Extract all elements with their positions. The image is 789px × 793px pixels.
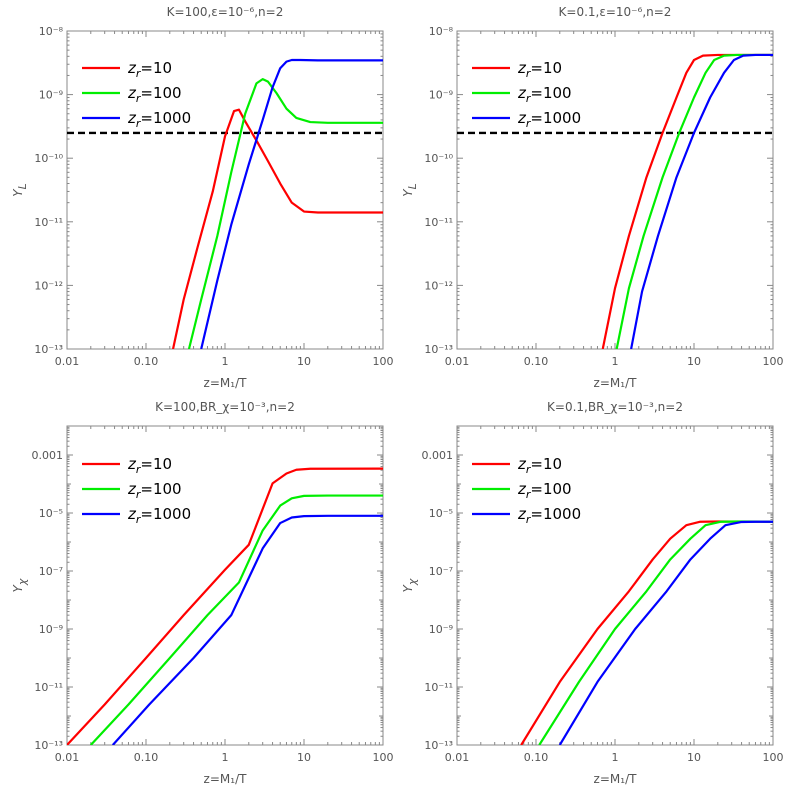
series-line-z-r-1000	[558, 520, 773, 745]
x-tick-label: 1	[222, 751, 229, 764]
chart-title: K=100,ε=10⁻⁶,n=2	[167, 5, 284, 19]
y-tick-label: 0.001	[422, 449, 454, 462]
series-line-z-r-100	[89, 494, 383, 745]
y-axis-label: Yχ	[401, 578, 419, 592]
plot-frame	[456, 425, 774, 746]
x-axis-label: z=M₁/T	[204, 772, 248, 786]
legend-label: zr=1000	[517, 109, 581, 130]
y-tick-label: 10⁻⁹	[39, 89, 63, 102]
y-tick-label: 10⁻⁹	[429, 623, 453, 636]
y-tick-label: 10⁻¹²	[34, 279, 63, 292]
legend-label: zr=100	[517, 84, 572, 105]
x-tick-label: 10	[687, 355, 701, 368]
x-tick-label: 100	[763, 751, 784, 764]
legend-label: zr=10	[517, 455, 562, 476]
y-tick-label: 10⁻¹³	[34, 739, 63, 752]
x-axis-label: z=M₁/T	[594, 772, 638, 786]
chart-title: K=0.1,ε=10⁻⁶,n=2	[559, 5, 672, 19]
chart-panel-2: 0.01 0.10 1 10 100 10⁻¹³ 10⁻¹² 10⁻¹¹ 10⁻¹⁰ 10⁻⁹ 10…	[401, 5, 784, 390]
y-axis-label: YL	[401, 183, 419, 196]
x-tick-label: 100	[763, 355, 784, 368]
y-tick-label: 10⁻⁸	[429, 25, 454, 38]
x-tick-label: 0.10	[524, 751, 549, 764]
x-tick-label: 10	[687, 751, 701, 764]
y-tick-label: 10⁻¹¹	[424, 681, 453, 694]
y-tick-label: 10⁻¹³	[34, 343, 63, 356]
y-tick-label: 10⁻¹¹	[34, 681, 63, 694]
x-axis-label: z=M₁/T	[204, 376, 248, 390]
plot-frame	[66, 425, 384, 746]
y-tick-label: 10⁻¹³	[424, 739, 453, 752]
series-line-z-r-100	[538, 520, 773, 745]
x-tick-label: 0.01	[55, 751, 80, 764]
chart-title: K=100,BR_χ=10⁻³,n=2	[155, 400, 295, 414]
y-tick-label: 10⁻⁵	[429, 507, 453, 520]
chart-panel-4: 0.01 0.10 1 10 100 10⁻¹³ 10⁻¹¹ 10⁻⁹ 10⁻⁷ 10⁻⁵ 0.00…	[401, 400, 784, 786]
x-tick-label: 0.10	[134, 355, 159, 368]
x-tick-label: 0.10	[134, 751, 159, 764]
legend-label: zr=10	[127, 59, 172, 80]
x-tick-label: 1	[612, 355, 619, 368]
x-axis-label: z=M₁/T	[594, 376, 638, 390]
y-tick-label: 0.001	[32, 449, 64, 462]
y-tick-label: 10⁻¹⁰	[34, 152, 63, 165]
chart-panel-3: 0.01 0.10 1 10 100 10⁻¹³ 10⁻¹¹ 10⁻⁹ 10⁻⁷ 10⁻⁵ 0.00…	[11, 400, 394, 786]
y-tick-label: 10⁻⁷	[429, 565, 453, 578]
series-line-z-r-100	[615, 53, 773, 349]
y-tick-label: 10⁻⁷	[39, 565, 63, 578]
series-line-z-r-10	[171, 108, 383, 349]
legend-label: zr=100	[127, 84, 182, 105]
x-tick-label: 0.10	[524, 355, 549, 368]
x-tick-label: 0.01	[55, 355, 80, 368]
series-line-z-r-100	[187, 78, 383, 349]
x-tick-label: 1	[222, 355, 229, 368]
series-line-z-r-1000	[111, 514, 383, 745]
y-tick-label: 10⁻¹³	[424, 343, 453, 356]
legend-label: zr=100	[517, 480, 572, 501]
x-tick-label: 0.01	[445, 751, 470, 764]
plot-frame	[66, 30, 384, 350]
x-tick-label: 0.01	[445, 355, 470, 368]
legend-label: zr=10	[127, 455, 172, 476]
x-tick-label: 100	[373, 751, 394, 764]
series-line-z-r-10	[520, 520, 773, 745]
y-tick-label: 10⁻⁸	[39, 25, 64, 38]
legend-label: zr=1000	[127, 505, 191, 526]
chart-panel-1: 0.01 0.10 1 10 100 10⁻¹³ 10⁻¹² 10⁻¹¹ 10⁻¹⁰ 10⁻⁹ 10…	[11, 5, 394, 390]
y-tick-label: 10⁻¹²	[424, 279, 453, 292]
y-tick-label: 10⁻¹¹	[424, 216, 453, 229]
x-tick-label: 100	[373, 355, 394, 368]
y-axis-label: Yχ	[11, 578, 29, 592]
chart-title: K=0.1,BR_χ=10⁻³,n=2	[547, 400, 683, 414]
y-tick-label: 10⁻¹¹	[34, 216, 63, 229]
legend-label: zr=1000	[517, 505, 581, 526]
plot-frame	[456, 30, 774, 350]
y-tick-label: 10⁻⁹	[39, 623, 63, 636]
legend-label: zr=10	[517, 59, 562, 80]
series-line-z-r-10	[601, 53, 773, 349]
y-tick-label: 10⁻⁹	[429, 89, 453, 102]
x-tick-label: 10	[297, 355, 311, 368]
legend-label: zr=1000	[127, 109, 191, 130]
series-line-z-r-10	[67, 467, 383, 745]
x-tick-label: 10	[297, 751, 311, 764]
y-tick-label: 10⁻¹⁰	[424, 152, 453, 165]
series-line-z-r-1000	[630, 53, 773, 349]
x-tick-label: 1	[612, 751, 619, 764]
y-tick-label: 10⁻⁵	[39, 507, 63, 520]
series-line-z-r-1000	[200, 58, 383, 349]
y-axis-label: YL	[11, 183, 29, 196]
legend-label: zr=100	[127, 480, 182, 501]
